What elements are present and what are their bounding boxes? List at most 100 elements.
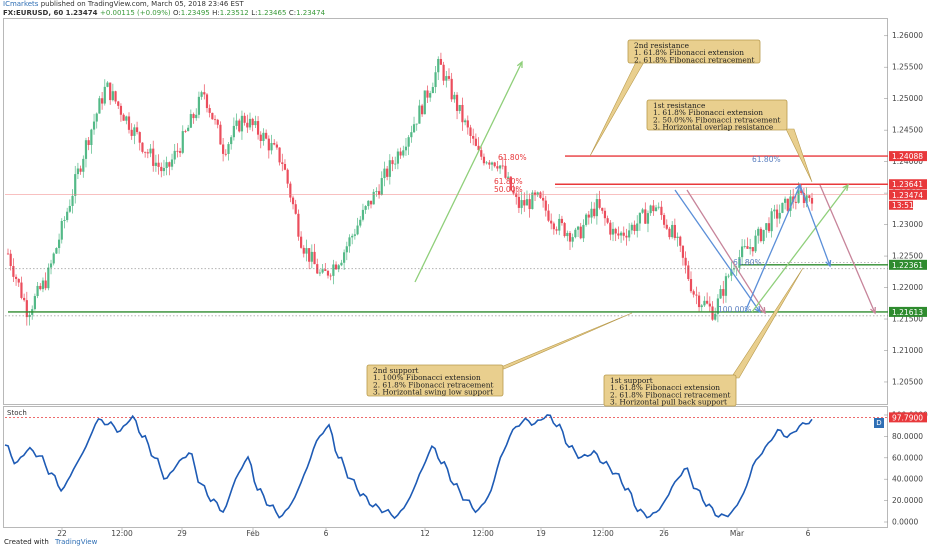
candle-body bbox=[396, 151, 399, 164]
candle-body bbox=[493, 162, 496, 167]
candle-body bbox=[810, 197, 814, 204]
candle-body bbox=[364, 206, 367, 210]
candle-body bbox=[82, 158, 85, 172]
candle-body bbox=[539, 192, 542, 198]
candle-body bbox=[660, 206, 663, 216]
candle-body bbox=[520, 200, 523, 208]
price-panel[interactable] bbox=[3, 18, 888, 405]
candle-body bbox=[445, 76, 448, 81]
candle-body bbox=[297, 213, 300, 237]
candle-body bbox=[95, 113, 98, 122]
candle-body bbox=[773, 209, 776, 212]
x-tick-label: 19 bbox=[536, 529, 546, 538]
candle-body bbox=[25, 300, 28, 318]
candle-body bbox=[135, 127, 139, 133]
callout-s1-line: 1. 61.8% Fibonacci extension bbox=[610, 383, 720, 392]
candle-body bbox=[267, 138, 270, 151]
target-arrow-pink-head bbox=[870, 306, 876, 315]
price-tag-1.21613: 1.21613 bbox=[892, 308, 923, 317]
candle-body bbox=[716, 298, 719, 314]
candle-body bbox=[703, 300, 706, 306]
candle-body bbox=[334, 264, 338, 270]
candle-body bbox=[380, 178, 383, 195]
candle-body bbox=[165, 162, 168, 168]
candle-body bbox=[211, 112, 214, 120]
candle-body bbox=[47, 267, 50, 289]
callout-r2-line: 1. 61.8% Fibonacci extension bbox=[634, 48, 744, 57]
candle-body bbox=[447, 76, 451, 79]
candle-body bbox=[337, 265, 340, 270]
stoch-panel[interactable] bbox=[3, 406, 888, 528]
callout-box-s2 bbox=[366, 364, 504, 397]
candle-body bbox=[119, 105, 123, 115]
candle-body bbox=[455, 94, 459, 111]
candle-body bbox=[630, 224, 633, 231]
candle-body bbox=[649, 205, 652, 214]
low-value: 1.23465 bbox=[257, 9, 287, 17]
stoch-badge[interactable]: D bbox=[874, 418, 884, 428]
close-label: C: bbox=[288, 9, 297, 17]
candle-body bbox=[348, 237, 351, 247]
x-tick-label: Mar bbox=[730, 529, 745, 538]
fib-label: 61.80% bbox=[733, 258, 762, 267]
candle-body bbox=[254, 121, 257, 126]
callout-s1-line: 2. 61.8% Fibonacci retracement bbox=[610, 390, 731, 399]
candle-body bbox=[238, 120, 241, 132]
candle-body bbox=[152, 148, 155, 166]
candle-body bbox=[117, 101, 120, 106]
candle-body bbox=[388, 160, 391, 177]
candle-body bbox=[160, 166, 163, 172]
candle-body bbox=[291, 197, 295, 205]
candle-body bbox=[265, 132, 268, 139]
candle-body bbox=[321, 269, 324, 273]
candle-body bbox=[663, 215, 666, 225]
callout-r2-line: 2nd resistance bbox=[634, 41, 689, 50]
candle-body bbox=[587, 214, 590, 218]
candle-body bbox=[92, 121, 96, 130]
candle-body bbox=[114, 91, 117, 102]
candle-body bbox=[402, 150, 405, 156]
candle-body bbox=[749, 247, 752, 249]
candle-body bbox=[275, 144, 278, 148]
candle-body bbox=[786, 198, 789, 211]
callout-s2-line: 2. 61.8% Fibonacci retracement bbox=[373, 380, 494, 389]
candle-body bbox=[434, 72, 437, 88]
target-arrow-pink bbox=[819, 184, 876, 314]
candle-body bbox=[181, 131, 184, 153]
candle-body bbox=[205, 94, 209, 109]
candle-body bbox=[351, 235, 354, 238]
candle-body bbox=[122, 114, 125, 121]
candle-body bbox=[496, 166, 499, 169]
callout-box-r2 bbox=[627, 39, 761, 64]
target-arrow-blue-head bbox=[825, 259, 832, 268]
candle-body bbox=[310, 251, 313, 262]
callout-box-r1 bbox=[646, 99, 788, 131]
candle-body bbox=[90, 129, 93, 146]
candle-body bbox=[644, 209, 647, 224]
candle-body bbox=[654, 207, 658, 212]
candle-body bbox=[576, 226, 580, 230]
candle-body bbox=[512, 190, 515, 194]
x-tick-label: 12:00 bbox=[472, 529, 494, 538]
stoch-value: 97.7900 bbox=[892, 413, 923, 422]
candle-body bbox=[55, 248, 58, 254]
publisher[interactable]: ICmarkets bbox=[3, 0, 39, 8]
x-tick-label: 6 bbox=[806, 529, 811, 538]
candle-body bbox=[6, 253, 10, 255]
candle-body bbox=[74, 174, 77, 196]
candle-body bbox=[536, 192, 539, 196]
candle-body bbox=[652, 205, 655, 212]
candle-body bbox=[222, 144, 225, 154]
candle-body bbox=[84, 140, 88, 159]
candle-body bbox=[730, 269, 733, 276]
candle-body bbox=[243, 115, 246, 123]
tradingview-logo[interactable]: TradingView bbox=[55, 538, 98, 546]
candle-body bbox=[410, 132, 413, 138]
candle-body bbox=[79, 168, 82, 172]
candle-body bbox=[192, 114, 195, 119]
drop-arrow-pink-head bbox=[759, 306, 766, 315]
candle-body bbox=[609, 222, 612, 235]
price-tick-label: 1.21000 bbox=[892, 346, 923, 355]
callout-r1-line: 1st resistance bbox=[653, 101, 705, 110]
candle-body bbox=[41, 280, 45, 290]
